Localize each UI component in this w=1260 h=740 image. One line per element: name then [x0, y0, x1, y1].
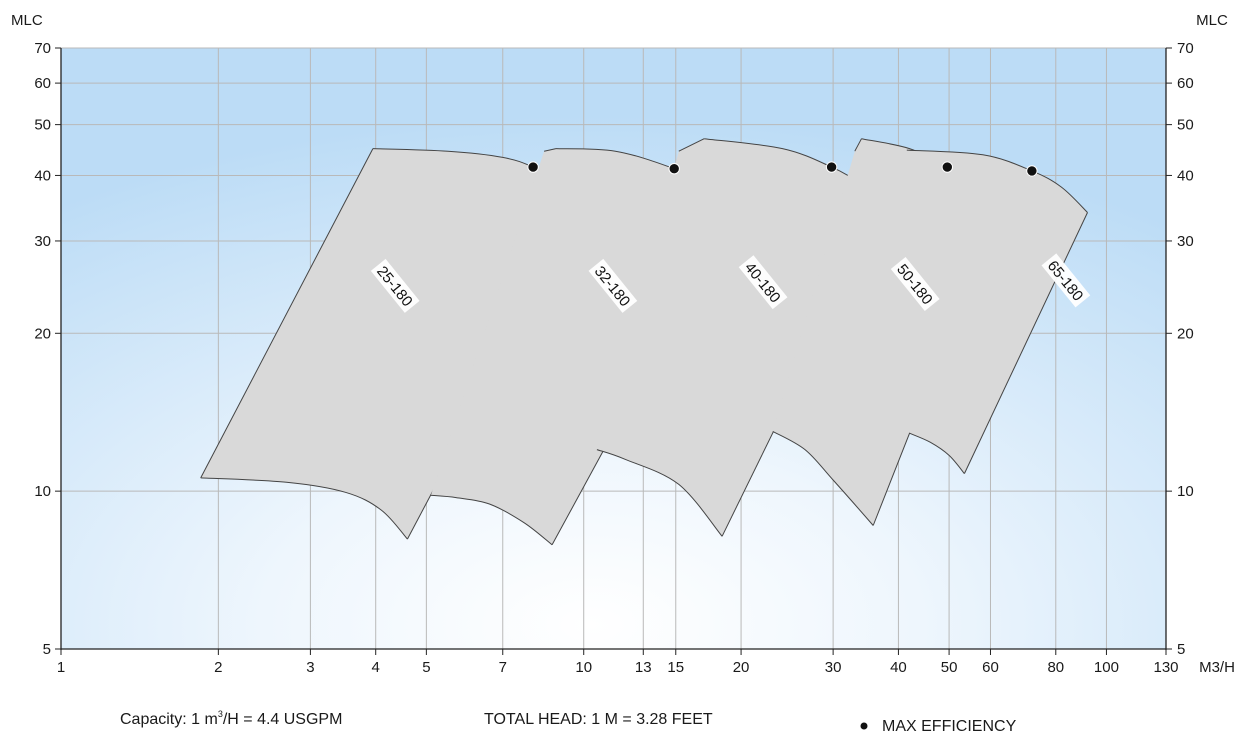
max-efficiency-point	[527, 161, 539, 173]
right-edge	[963, 212, 1088, 474]
y-tick-label-right: 5	[1177, 641, 1185, 658]
total-head-note: TOTAL HEAD: 1 M = 3.28 FEET	[484, 711, 713, 728]
x-tick-label: 3	[306, 659, 314, 676]
y-tick-label-left: 70	[34, 40, 51, 57]
y-axis-unit-right: MLC	[1196, 12, 1228, 29]
y-tick-label-right: 30	[1177, 233, 1194, 250]
y-tick-label-right: 40	[1177, 167, 1194, 184]
max-efficiency-point	[825, 161, 838, 173]
region-fill	[200, 148, 584, 540]
capacity-note: Capacity: 1 m3/H = 4.4 USGPM	[120, 709, 342, 728]
max-efficiency-point	[1026, 165, 1038, 177]
min-diameter-curve	[200, 477, 408, 540]
region-fill	[906, 150, 1088, 474]
max-efficiency-point	[941, 161, 953, 173]
x-tick-label: 30	[825, 659, 842, 676]
y-tick-label-right: 20	[1177, 325, 1194, 342]
curve-label-background	[588, 258, 638, 313]
x-tick-label: 10	[575, 659, 592, 676]
x-tick-label: 20	[733, 659, 750, 676]
x-tick-label: 130	[1153, 659, 1178, 676]
x-tick-label: 50	[941, 659, 958, 676]
y-axis-unit-left: MLC	[11, 12, 43, 29]
y-tick-label-left: 50	[34, 117, 51, 134]
x-tick-label: 15	[667, 659, 684, 676]
min-diameter-curve	[430, 494, 553, 546]
min-diameter-curve	[909, 432, 965, 474]
left-edge	[678, 138, 705, 152]
pump-region-65-180	[906, 149, 1088, 474]
max-efficiency-point	[668, 163, 680, 175]
curve-label-background	[370, 258, 420, 313]
curve-label-background	[890, 257, 940, 311]
y-tick-label-left: 30	[34, 233, 51, 250]
x-tick-label: 2	[214, 659, 222, 676]
left-edge	[200, 148, 374, 479]
x-tick-label: 100	[1094, 659, 1119, 676]
x-tick-label: 4	[372, 659, 380, 676]
y-tick-label-right: 50	[1177, 117, 1194, 134]
legend-label: MAX EFFICIENCY	[882, 718, 1017, 735]
y-tick-label-left: 40	[34, 167, 51, 184]
y-tick-label-left: 20	[34, 325, 51, 342]
legend-marker	[860, 722, 868, 730]
left-edge	[854, 138, 862, 152]
x-axis-unit: M3/H	[1199, 659, 1235, 676]
y-tick-label-right: 60	[1177, 75, 1194, 92]
y-tick-label-right: 10	[1177, 483, 1194, 500]
x-tick-label: 7	[499, 659, 507, 676]
y-tick-label-right: 70	[1177, 40, 1194, 57]
region-fill	[596, 138, 886, 537]
x-tick-label: 13	[635, 659, 652, 676]
x-tick-label: 80	[1047, 659, 1064, 676]
y-tick-label-left: 5	[43, 641, 51, 658]
y-tick-label-left: 10	[34, 483, 51, 500]
x-tick-label: 1	[57, 659, 65, 676]
left-edge	[543, 148, 557, 152]
curve-label-background	[1041, 253, 1091, 308]
footer: Capacity: 1 m3/H = 4.4 USGPM TOTAL HEAD:…	[120, 709, 1017, 735]
x-tick-label: 60	[982, 659, 999, 676]
plot-area: 5 10 20 30 40 50 60 70 5 10 20 30 40 50 60 70 1 2 3 4 5 7 10 13…	[11, 12, 1235, 676]
y-tick-label-left: 60	[34, 75, 51, 92]
min-diameter-curve	[596, 449, 723, 537]
x-tick-label: 5	[422, 659, 430, 676]
curve-label-background	[738, 255, 788, 310]
min-diameter-curve	[772, 430, 874, 526]
x-tick-label: 40	[890, 659, 907, 676]
